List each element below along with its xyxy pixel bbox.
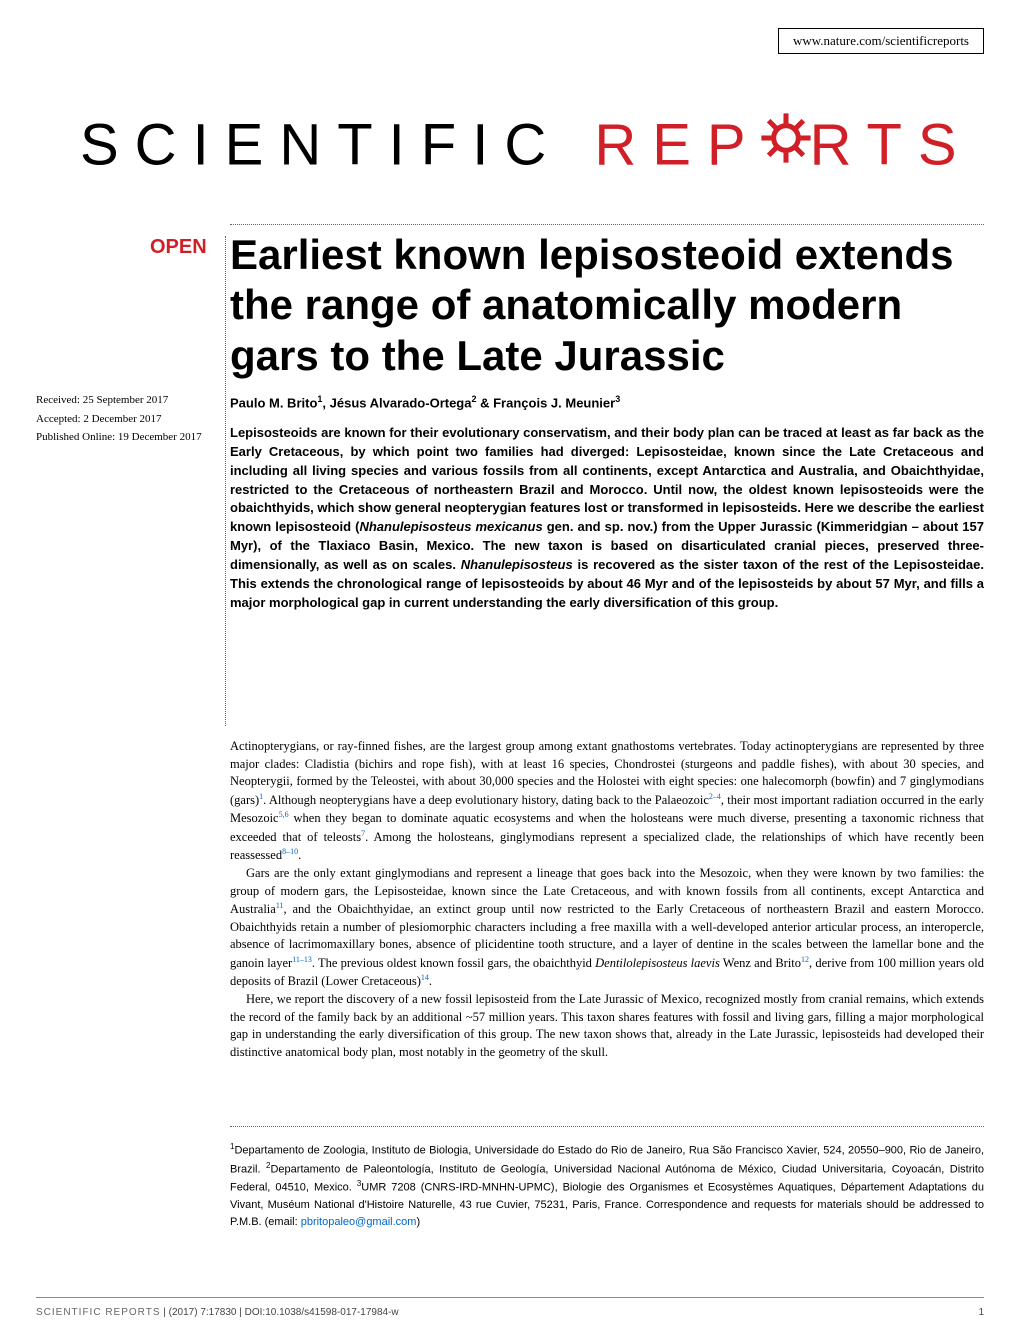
header-url[interactable]: www.nature.com/scientificreports xyxy=(793,33,969,48)
author-list: Paulo M. Brito1, Jésus Alvarado-Ortega2 … xyxy=(230,394,984,410)
published-date: Published Online: 19 December 2017 xyxy=(36,429,221,446)
footer-journal: SCIENTIFIC REPORTS xyxy=(36,1307,161,1318)
body-paragraph-1: Actinopterygians, or ray-finned fishes, … xyxy=(230,738,984,865)
footer-rule xyxy=(36,1297,984,1298)
article-body: Actinopterygians, or ray-finned fishes, … xyxy=(230,738,984,1061)
accepted-date: Accepted: 2 December 2017 xyxy=(36,411,221,428)
body-paragraph-3: Here, we report the discovery of a new f… xyxy=(230,991,984,1061)
logo-scientific: SCIENTIFIC xyxy=(80,112,562,177)
page-footer: SCIENTIFIC REPORTS | (2017) 7:17830 | DO… xyxy=(36,1307,984,1318)
article-dates: Received: 25 September 2017 Accepted: 2 … xyxy=(36,392,221,448)
body-paragraph-2: Gars are the only extant ginglymodians a… xyxy=(230,865,984,991)
open-access-badge: OPEN xyxy=(150,236,207,259)
received-date: Received: 25 September 2017 xyxy=(36,392,221,409)
logo-rep-left: REP xyxy=(594,112,761,177)
gear-icon xyxy=(758,110,814,180)
vertical-dotted-rule xyxy=(225,236,226,726)
footer-citation: | (2017) 7:17830 | DOI:10.1038/s41598-01… xyxy=(161,1307,399,1318)
header-url-box: www.nature.com/scientificreports xyxy=(778,28,984,54)
author-affiliations: 1Departamento de Zoologia, Instituto de … xyxy=(230,1126,984,1231)
logo-rep-right: RTS xyxy=(810,112,973,177)
journal-logo: SCIENTIFIC REP RTS xyxy=(80,110,984,188)
abstract-text: Lepisosteoids are known for their evolut… xyxy=(230,424,984,612)
horizontal-dotted-rule xyxy=(230,224,984,225)
footer-page-number: 1 xyxy=(978,1307,984,1318)
article-title: Earliest known lepisosteoid extends the … xyxy=(230,230,984,381)
